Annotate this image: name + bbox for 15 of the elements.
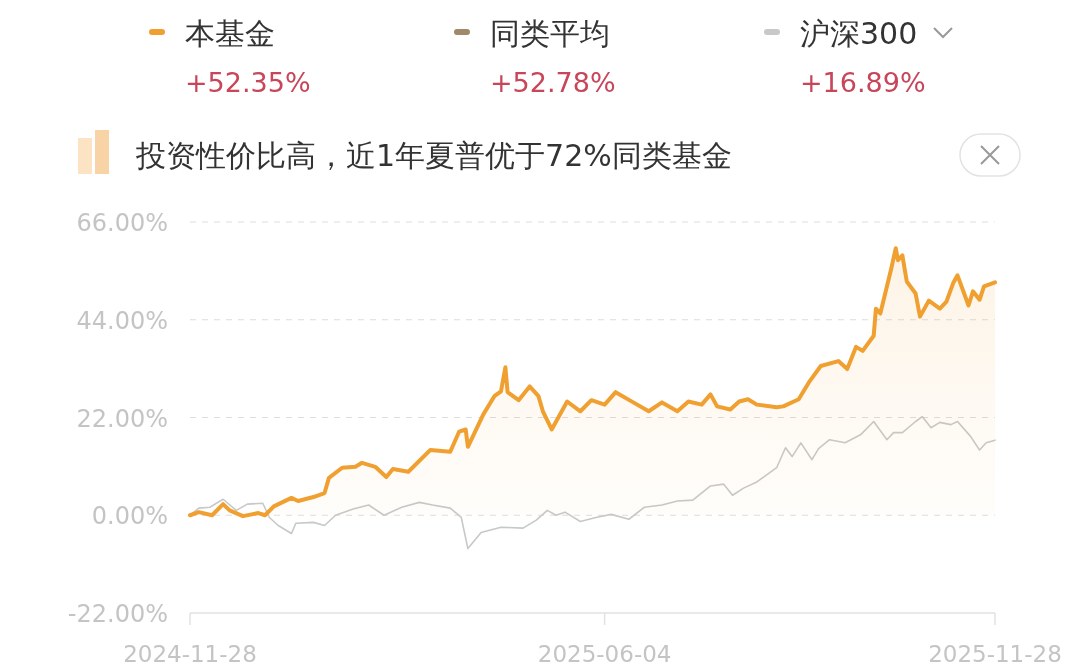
text: +52.35% bbox=[185, 67, 311, 98]
text: +16.89% bbox=[800, 67, 926, 98]
y-tick-label: 22.00% bbox=[76, 404, 168, 433]
legend-label: 沪深300 bbox=[800, 16, 918, 51]
text: +52.78% bbox=[490, 67, 616, 98]
x-tick-label: 2025-06-04 bbox=[537, 641, 672, 667]
x-tick-label: 2024-11-28 bbox=[123, 641, 257, 667]
y-tick-label: -22.00% bbox=[67, 600, 168, 628]
text: 投资性价比高，近1年夏普优于72%同类基金 bbox=[135, 138, 732, 173]
y-tick-label: 44.00% bbox=[76, 306, 168, 335]
x-tick-label: 2025-11-28 bbox=[928, 641, 1062, 667]
y-tick-label: 66.00% bbox=[76, 209, 168, 237]
legend-label: 同类平均 bbox=[490, 16, 610, 51]
legend-label: 本基金 bbox=[185, 16, 275, 51]
y-tick-label: 0.00% bbox=[91, 502, 168, 531]
